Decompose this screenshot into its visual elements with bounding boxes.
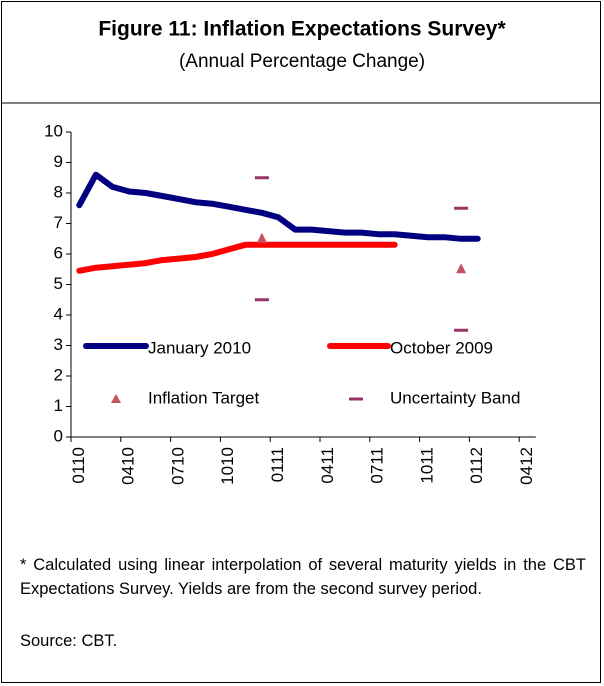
source: Source: CBT. (20, 632, 118, 650)
x-tick-label: 0410 (119, 447, 138, 485)
y-tick-label: 10 (44, 121, 63, 140)
y-tick-label: 0 (54, 426, 63, 445)
legend-label: January 2010 (148, 338, 251, 357)
chart-subtitle: (Annual Percentage Change) (179, 51, 425, 72)
legend-label: Inflation Target (148, 388, 259, 407)
y-tick-label: 7 (54, 213, 63, 232)
legend-label: October 2009 (390, 338, 493, 357)
y-tick-label: 2 (54, 365, 63, 384)
x-tick-label: 1011 (417, 447, 436, 484)
x-tick-label: 0710 (168, 447, 187, 485)
series-line (76, 171, 481, 242)
x-tick-label: 0711 (368, 447, 387, 484)
y-tick-label: 4 (54, 304, 63, 323)
x-tick-label: 0411 (318, 447, 337, 484)
y-tick-label: 6 (54, 243, 63, 262)
x-tick-label: 0111 (268, 447, 287, 482)
target-marker (256, 232, 267, 243)
series-line (76, 241, 398, 274)
y-tick-label: 1 (54, 396, 63, 415)
y-tick-label: 8 (54, 182, 63, 201)
footnote: * Calculated using linear interpolation … (20, 556, 586, 598)
x-tick-label: 0412 (517, 447, 536, 485)
legend-label: Uncertainty Band (390, 388, 520, 407)
y-tick-label: 9 (54, 152, 63, 171)
target-marker (456, 263, 467, 274)
x-tick-label: 0112 (467, 447, 486, 484)
y-tick-label: 3 (54, 335, 63, 354)
x-tick-label: 1010 (218, 447, 237, 485)
y-tick-label: 5 (54, 274, 63, 293)
x-tick-label: 0110 (69, 447, 88, 484)
chart-title: Figure 11: Inflation Expectations Survey… (98, 18, 506, 41)
legend-swatch (111, 394, 121, 403)
